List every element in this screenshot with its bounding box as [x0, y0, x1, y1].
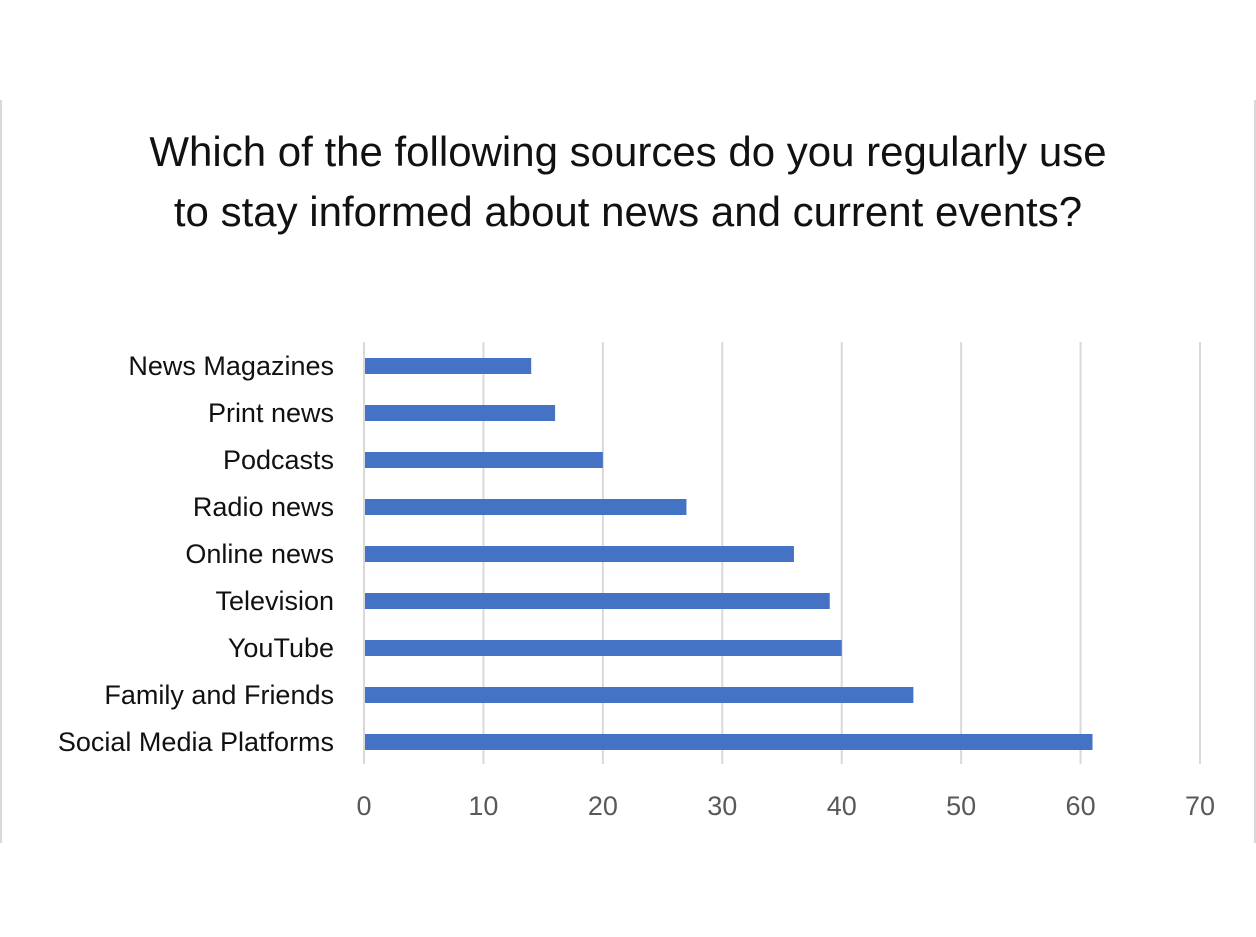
- bar-print-news: [365, 405, 556, 421]
- bar-online-news: [365, 546, 794, 562]
- bar-news-magazines: [365, 358, 532, 374]
- x-tick-label-0: 0: [356, 791, 371, 821]
- x-tick-label-30: 30: [707, 791, 737, 821]
- x-tick-label-50: 50: [946, 791, 976, 821]
- chart-title: Which of the following sources do you re…: [149, 128, 1107, 235]
- category-label-online-news: Online news: [185, 539, 334, 569]
- category-label-news-magazines: News Magazines: [128, 351, 334, 381]
- chart-frame-left-edge: [0, 100, 2, 843]
- x-tick-label-60: 60: [1066, 791, 1096, 821]
- x-axis-tick-labels: 0 10 20 30 40 50 60 70: [356, 791, 1215, 821]
- category-label-radio-news: Radio news: [193, 492, 334, 522]
- bar-podcasts: [365, 452, 603, 468]
- bars: [365, 358, 1093, 750]
- category-label-social-media-platforms: Social Media Platforms: [58, 727, 334, 757]
- bar-youtube: [365, 640, 842, 656]
- x-tick-label-10: 10: [468, 791, 498, 821]
- category-label-television: Television: [215, 586, 334, 616]
- bar-social-media-platforms: [365, 734, 1093, 750]
- category-label-family-and-friends: Family and Friends: [104, 680, 334, 710]
- category-label-print-news: Print news: [208, 398, 334, 428]
- x-tick-label-40: 40: [827, 791, 857, 821]
- category-labels: News Magazines Print news Podcasts Radio ne…: [58, 351, 334, 757]
- x-tick-label-70: 70: [1185, 791, 1215, 821]
- x-tick-label-20: 20: [588, 791, 618, 821]
- category-label-podcasts: Podcasts: [223, 445, 334, 475]
- bar-television: [365, 593, 830, 609]
- bar-family-and-friends: [365, 687, 914, 703]
- category-label-youtube: YouTube: [228, 633, 334, 663]
- chart-frame-right-edge: [1254, 100, 1256, 843]
- bar-radio-news: [365, 499, 687, 515]
